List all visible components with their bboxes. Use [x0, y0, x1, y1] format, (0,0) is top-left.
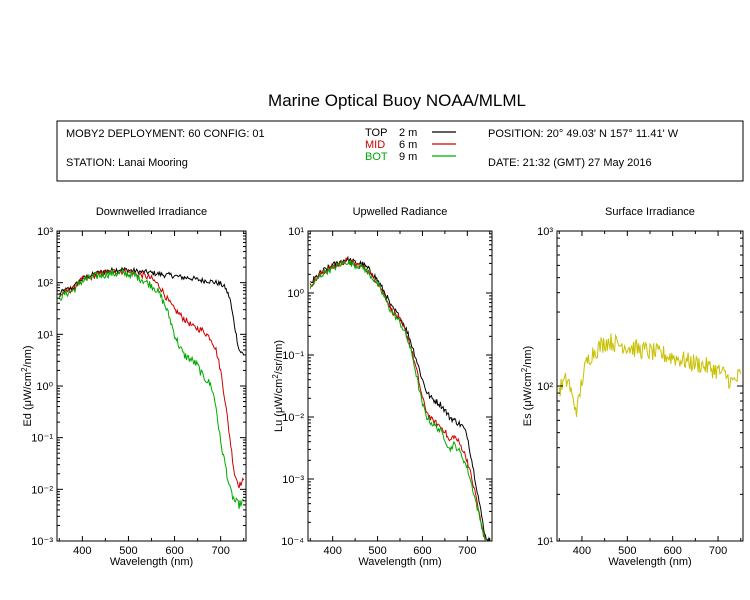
panel-title: Upwelled Radiance	[353, 206, 448, 218]
x-tick-label: 500	[119, 545, 137, 557]
y-label-tail: /sr/nm)	[273, 340, 285, 374]
y-tick-label: 10⁻³	[282, 474, 304, 486]
y-tick-label: 10⁰	[36, 381, 53, 393]
legend-name: TOP	[365, 127, 387, 139]
y-tick-label: 10²	[537, 381, 553, 393]
panel-title: Surface Irradiance	[605, 206, 695, 218]
info-box: MOBY2 DEPLOYMENT: 60 CONFIG: 01 STATION:…	[56, 120, 744, 182]
legend-depth: 6 m	[399, 139, 417, 151]
x-tick-label: 700	[211, 545, 229, 557]
y-label-superscript: 2	[271, 374, 280, 379]
y-tick-label: 10⁻²	[31, 484, 53, 496]
y-tick-label: 10¹	[37, 329, 53, 341]
plot-frame	[307, 230, 493, 542]
y-axis-label: Lu (μW/cm2/sr/nm)	[271, 340, 285, 432]
y-tick-label: 10³	[537, 226, 553, 238]
series-line-top	[310, 255, 491, 541]
y-tick-label: 10⁻¹	[31, 433, 53, 445]
y-label-superscript: 2	[520, 367, 529, 372]
x-tick-label: 500	[368, 545, 386, 557]
legend: TOP 2 m MID 6 m BOT 9 m	[365, 127, 456, 163]
panel-title: Downwelled Irradiance	[96, 206, 207, 218]
y-label-main: Lu (μW/cm	[273, 379, 285, 432]
y-label-main: Es (μW/cm	[522, 372, 534, 426]
date-text: DATE: 21:32 (GMT) 27 May 2016	[488, 157, 652, 169]
y-label-tail: /nm)	[522, 346, 534, 368]
y-label-superscript: 2	[20, 367, 29, 372]
y-tick-label: 10⁰	[287, 288, 304, 300]
legend-entry-bot: BOT 9 m	[365, 151, 456, 163]
plot-frame	[556, 230, 744, 542]
legend-depth: 9 m	[399, 151, 417, 163]
x-axis-label: Wavelength (nm)	[358, 556, 441, 568]
legend-name: BOT	[365, 151, 388, 163]
x-tick-label: 600	[165, 545, 183, 557]
x-tick-label: 700	[709, 545, 727, 557]
series-line-es	[558, 333, 742, 417]
y-tick-label: 10¹	[288, 226, 304, 238]
station-text: STATION: Lanai Mooring	[66, 157, 188, 169]
y-tick-label: 10²	[37, 278, 53, 290]
x-tick-label: 600	[413, 545, 431, 557]
x-axis-label: Wavelength (nm)	[608, 556, 691, 568]
y-tick-label: 10³	[37, 226, 53, 238]
y-axis-label: Ed (μW/cm2/nm)	[20, 345, 34, 426]
y-tick-label: 10⁻⁴	[281, 536, 304, 548]
x-axis-label: Wavelength (nm)	[110, 556, 193, 568]
series-line-mid	[58, 267, 245, 489]
legend-name: MID	[365, 139, 385, 151]
series-line-mid	[309, 257, 488, 541]
legend-depth: 2 m	[399, 127, 417, 139]
y-label-tail: /nm)	[22, 345, 34, 367]
deployment-text: MOBY2 DEPLOYMENT: 60 CONFIG: 01	[66, 128, 265, 140]
info-box-frame	[56, 120, 744, 182]
y-label-main: Ed (μW/cm	[22, 372, 34, 427]
y-tick-label: 10¹	[537, 536, 553, 548]
panel-surface-irradiance: Surface Irradiance 400 500 600 700 10¹ 10² 10³ W…	[520, 206, 744, 568]
series-line-bot	[58, 268, 245, 509]
position-text: POSITION: 20° 49.03' N 157° 11.41' W	[488, 128, 679, 140]
y-tick-label: 10⁻²	[282, 412, 304, 424]
x-tick-label: 400	[573, 545, 591, 557]
y-tick-label: 10⁻¹	[282, 350, 304, 362]
x-tick-label: 400	[324, 545, 342, 557]
panel-upwelled-radiance: Upwelled Radiance 400 500 600 700 10⁻⁴ 10⁻³ 10⁻…	[271, 206, 493, 568]
x-tick-label: 400	[73, 545, 91, 557]
y-tick-label: 10⁻³	[31, 536, 53, 548]
figure-title: Marine Optical Buoy NOAA/MLML	[268, 91, 526, 110]
x-tick-label: 700	[458, 545, 476, 557]
x-tick-label: 600	[664, 545, 682, 557]
legend-entry-top: TOP 2 m	[365, 127, 456, 139]
legend-entry-mid: MID 6 m	[365, 139, 456, 151]
x-tick-label: 500	[618, 545, 636, 557]
series-line-bot	[309, 258, 486, 541]
panel-downwelled-irradiance: Downwelled Irradiance 400 500 600 700 10⁻³ 10⁻…	[20, 206, 247, 568]
y-axis-label: Es (μW/cm2/nm)	[520, 346, 534, 426]
